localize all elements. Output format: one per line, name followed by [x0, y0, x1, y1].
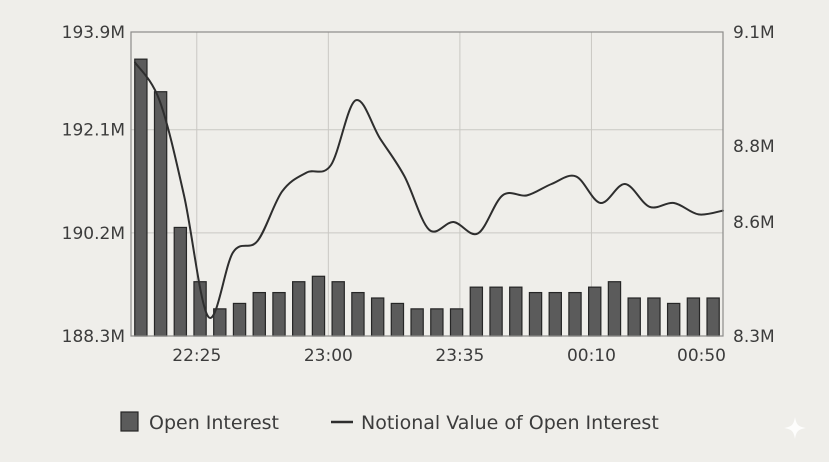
axis-layer: 193.9M 192.1M 190.2M 188.3M 9.1M 8.8M 8.6M 8.3M…: [62, 23, 775, 366]
bar-open-interest: [410, 308, 424, 337]
bar-open-interest: [351, 291, 365, 337]
bar-open-interest: [528, 291, 543, 337]
line-layer: [134, 61, 724, 319]
bar-open-interest: [686, 297, 701, 337]
x-tick-label: 00:50: [677, 346, 726, 366]
bar-open-interest: [588, 286, 602, 337]
bar-open-interest: [607, 281, 622, 337]
x-tick-label: 22:25: [172, 346, 221, 366]
bar-open-interest: [134, 58, 148, 337]
bar-open-interest: [370, 297, 385, 337]
bar-open-interest: [706, 297, 720, 337]
legend-swatch-open-interest: [120, 411, 139, 432]
grid-layer: [131, 31, 724, 337]
bar-open-interest: [489, 286, 503, 337]
bar-open-interest: [272, 291, 286, 337]
y-left-tick-label: 188.3M: [62, 327, 125, 347]
bar-open-interest: [647, 297, 661, 337]
frame-layer: [130, 31, 724, 337]
bar-open-interest: [666, 302, 681, 337]
bar-open-interest: [311, 275, 326, 337]
bar-open-interest: [232, 302, 247, 337]
y-left-tick-label: 193.9M: [62, 23, 125, 43]
bar-open-interest: [548, 291, 562, 337]
y-left-tick-label: 190.2M: [62, 224, 125, 244]
y-right-tick-label: 8.3M: [733, 327, 775, 347]
legend-label-open-interest: Open Interest: [149, 412, 279, 434]
bar-open-interest: [292, 281, 306, 337]
bar-open-interest: [430, 308, 444, 337]
y-right-tick-label: 8.6M: [733, 213, 775, 233]
x-tick-label: 23:00: [304, 346, 353, 366]
sparkle-icon: [784, 417, 806, 439]
legend-label-notional-value: Notional Value of Open Interest: [361, 412, 659, 434]
y-left-tick-label: 192.1M: [62, 121, 125, 141]
bar-open-interest: [469, 286, 484, 337]
legend: Open Interest Notional Value of Open Int…: [120, 411, 659, 434]
bar-open-interest: [627, 297, 641, 337]
bars-layer: [134, 58, 720, 337]
bar-open-interest: [252, 291, 266, 337]
y-right-tick-label: 9.1M: [733, 23, 775, 43]
bar-open-interest: [173, 226, 188, 337]
bar-open-interest: [331, 281, 345, 337]
x-tick-label: 00:10: [567, 346, 616, 366]
y-right-tick-label: 8.8M: [733, 137, 775, 157]
bar-open-interest: [153, 91, 168, 337]
bar-open-interest: [449, 308, 464, 337]
line-notional-value: [134, 61, 724, 319]
plot-frame: [130, 31, 724, 337]
x-tick-label: 23:35: [435, 346, 484, 366]
bar-open-interest: [568, 291, 582, 337]
bar-open-interest: [390, 302, 405, 337]
bar-open-interest: [509, 286, 523, 337]
